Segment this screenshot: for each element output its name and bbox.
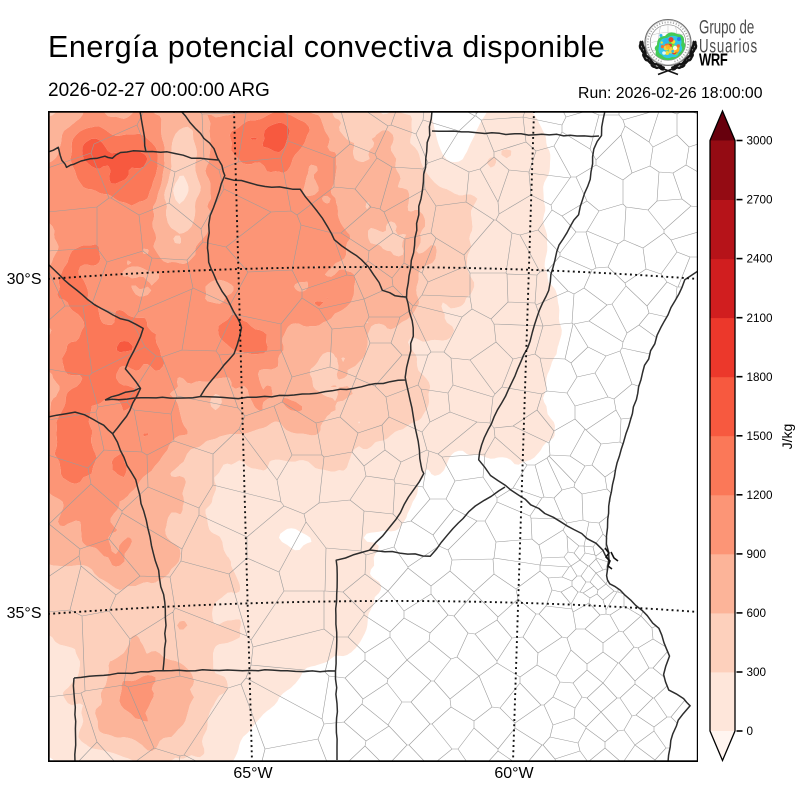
svg-text:600: 600 — [747, 607, 767, 620]
svg-text:0: 0 — [747, 725, 754, 738]
svg-text:Usuarios: Usuarios — [699, 36, 757, 57]
svg-text:2400: 2400 — [747, 253, 774, 266]
svg-text:2700: 2700 — [747, 194, 774, 207]
svg-text:300: 300 — [747, 666, 767, 679]
svg-text:Grupo de: Grupo de — [699, 17, 754, 38]
svg-text:1200: 1200 — [747, 489, 774, 502]
svg-text:1800: 1800 — [747, 371, 774, 384]
svg-text:J/kg: J/kg — [779, 424, 795, 450]
svg-text:2100: 2100 — [747, 312, 774, 325]
svg-text:900: 900 — [747, 548, 767, 561]
svg-text:WRF: WRF — [699, 51, 728, 71]
svg-text:1500: 1500 — [747, 430, 774, 443]
svg-text:3000: 3000 — [747, 135, 774, 148]
